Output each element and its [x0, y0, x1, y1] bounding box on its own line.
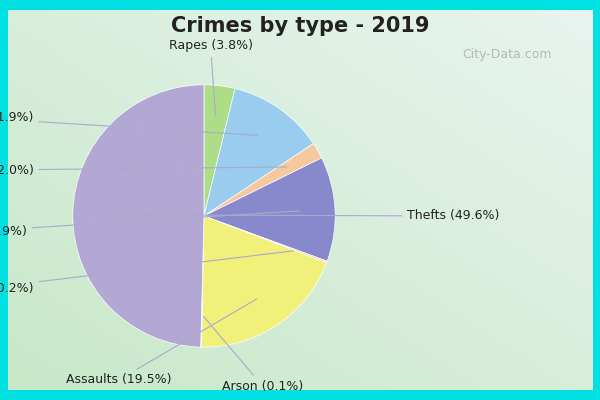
- Text: Murders (0.2%): Murders (0.2%): [0, 251, 293, 295]
- Text: City-Data.com: City-Data.com: [463, 48, 552, 61]
- Text: Rapes (3.8%): Rapes (3.8%): [169, 39, 253, 116]
- Text: Auto thefts (11.9%): Auto thefts (11.9%): [0, 111, 258, 135]
- Wedge shape: [204, 85, 235, 216]
- Wedge shape: [202, 216, 326, 347]
- Text: Assaults (19.5%): Assaults (19.5%): [66, 299, 257, 386]
- Wedge shape: [201, 216, 204, 347]
- Wedge shape: [204, 144, 322, 216]
- Text: Burglaries (12.9%): Burglaries (12.9%): [0, 211, 299, 238]
- Text: Robberies (2.0%): Robberies (2.0%): [0, 164, 287, 176]
- Wedge shape: [204, 158, 335, 261]
- Text: Thefts (49.6%): Thefts (49.6%): [109, 210, 500, 222]
- Wedge shape: [204, 88, 313, 216]
- Wedge shape: [204, 216, 327, 263]
- Wedge shape: [73, 85, 204, 347]
- Text: Arson (0.1%): Arson (0.1%): [203, 316, 304, 393]
- Text: Crimes by type - 2019: Crimes by type - 2019: [171, 16, 429, 36]
